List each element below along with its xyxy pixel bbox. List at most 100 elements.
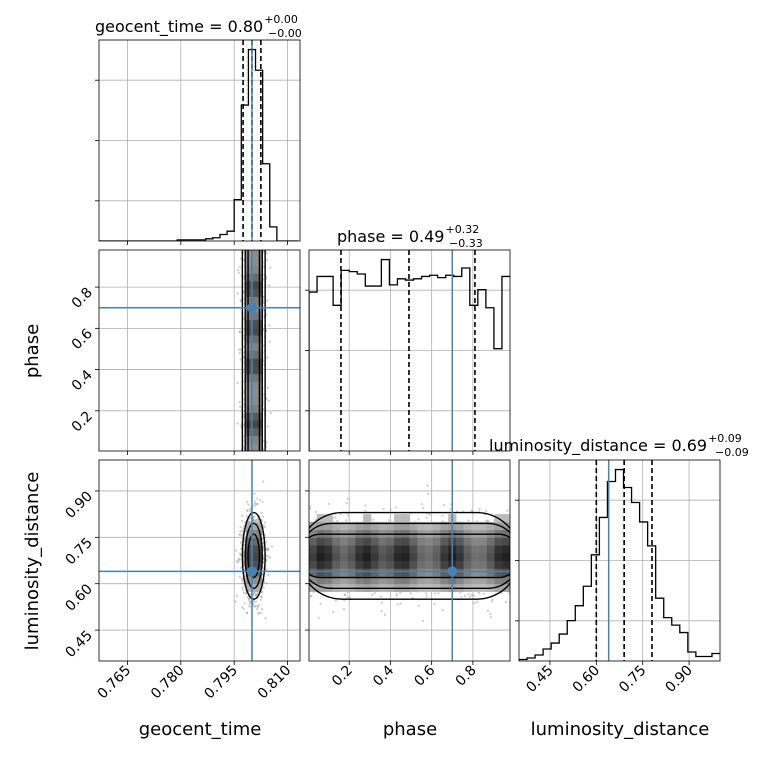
scatter-point bbox=[245, 611, 249, 614]
scatter-point bbox=[239, 405, 242, 409]
scatter-point bbox=[235, 560, 238, 563]
density-cell bbox=[316, 521, 325, 531]
scatter-point bbox=[346, 596, 349, 599]
scatter-point bbox=[259, 598, 263, 601]
xlabel-geocent-time: geocent_time bbox=[139, 719, 262, 740]
density-cell bbox=[463, 545, 472, 554]
scatter-point bbox=[364, 504, 367, 507]
density-cell bbox=[253, 273, 262, 282]
density-cell bbox=[401, 521, 410, 531]
contour-level-2 bbox=[309, 511, 510, 600]
scatter-point bbox=[309, 595, 312, 598]
scatter-point bbox=[463, 594, 466, 598]
contour-level-1 bbox=[309, 522, 510, 590]
density-cell bbox=[245, 358, 255, 367]
x-tick-label: 0.6 bbox=[411, 662, 438, 689]
density-cell bbox=[432, 537, 441, 546]
density-cell bbox=[245, 427, 255, 437]
density-cell bbox=[463, 560, 472, 569]
scatter-point bbox=[379, 595, 383, 598]
density-cell bbox=[417, 537, 426, 546]
density-cell bbox=[463, 575, 472, 585]
scatter-point bbox=[372, 518, 375, 521]
scatter-point bbox=[317, 616, 320, 620]
density-cell bbox=[347, 560, 356, 569]
density-cell bbox=[502, 529, 510, 538]
scatter-point bbox=[258, 498, 262, 502]
xlabel-luminosity-distance: luminosity_distance bbox=[531, 719, 710, 740]
y-tick-label: 0.75 bbox=[62, 535, 95, 568]
histogram-phase bbox=[309, 250, 510, 451]
density-cell bbox=[409, 537, 418, 546]
scatter-point bbox=[490, 600, 493, 603]
density-cell bbox=[253, 335, 262, 344]
scatter-point bbox=[261, 500, 264, 504]
density-cell bbox=[253, 365, 262, 375]
title-geocent-time-lower: −0.00 bbox=[268, 27, 302, 40]
density-cell bbox=[355, 537, 364, 546]
scatter-point bbox=[266, 356, 269, 359]
scatter-point bbox=[470, 594, 474, 597]
scatter-point bbox=[478, 591, 481, 595]
scatter-point bbox=[399, 591, 402, 594]
truth-marker bbox=[447, 566, 458, 577]
density-cell bbox=[347, 575, 356, 585]
density-cell bbox=[324, 575, 333, 585]
contour-level-0 bbox=[247, 533, 261, 579]
scatter-point bbox=[387, 519, 391, 522]
density-cell bbox=[309, 575, 318, 585]
scatter-point bbox=[242, 413, 245, 416]
title-phase: phase = 0.49+0.32 bbox=[337, 223, 479, 246]
density-cell bbox=[363, 537, 372, 546]
density-cell bbox=[432, 575, 441, 585]
density-cell bbox=[471, 575, 480, 585]
axes-frame bbox=[308, 459, 511, 662]
density-cell bbox=[253, 443, 262, 451]
scatter-point bbox=[425, 592, 428, 595]
density-cell bbox=[245, 389, 255, 398]
density-cell bbox=[463, 552, 472, 561]
density-cell bbox=[309, 521, 318, 531]
density-cell bbox=[432, 545, 441, 554]
density-cell bbox=[455, 545, 465, 554]
density-cell bbox=[394, 575, 403, 585]
density-cell bbox=[339, 560, 349, 569]
density-cell bbox=[401, 552, 410, 561]
density-cell bbox=[316, 545, 325, 554]
density-cell bbox=[486, 537, 496, 546]
density-cell bbox=[370, 568, 380, 577]
scatter-point bbox=[459, 591, 462, 594]
histogram-step-luminosity_distance bbox=[519, 468, 720, 661]
density-cell bbox=[332, 568, 341, 577]
scatter-point bbox=[314, 510, 317, 513]
density-cell bbox=[245, 552, 255, 561]
density-cell bbox=[253, 404, 262, 413]
scatter-point bbox=[238, 330, 241, 333]
scatter-point bbox=[265, 567, 268, 571]
density-cell bbox=[370, 545, 380, 554]
density-cell bbox=[253, 342, 262, 351]
scatter-point bbox=[262, 480, 265, 483]
scatter-point bbox=[345, 502, 348, 505]
density-cell bbox=[253, 358, 262, 367]
scatter-point bbox=[269, 266, 272, 269]
contour-level-1 bbox=[244, 250, 263, 451]
density-cell bbox=[245, 404, 255, 413]
density-cell bbox=[479, 560, 488, 569]
scatter-point bbox=[389, 508, 392, 511]
scatter-point bbox=[246, 500, 249, 504]
truth-marker bbox=[246, 566, 257, 577]
scatter-point bbox=[260, 511, 263, 514]
scatter-point bbox=[267, 573, 270, 576]
density-cell bbox=[316, 568, 325, 577]
scatter-point bbox=[483, 513, 486, 516]
scatter-point bbox=[265, 258, 269, 262]
density-cell bbox=[316, 560, 325, 569]
density-cell bbox=[355, 552, 364, 561]
density-cell bbox=[363, 545, 372, 554]
density-cell bbox=[245, 342, 255, 351]
density-cell bbox=[339, 552, 349, 561]
scatter-point bbox=[396, 603, 399, 606]
density-cell bbox=[245, 381, 255, 390]
